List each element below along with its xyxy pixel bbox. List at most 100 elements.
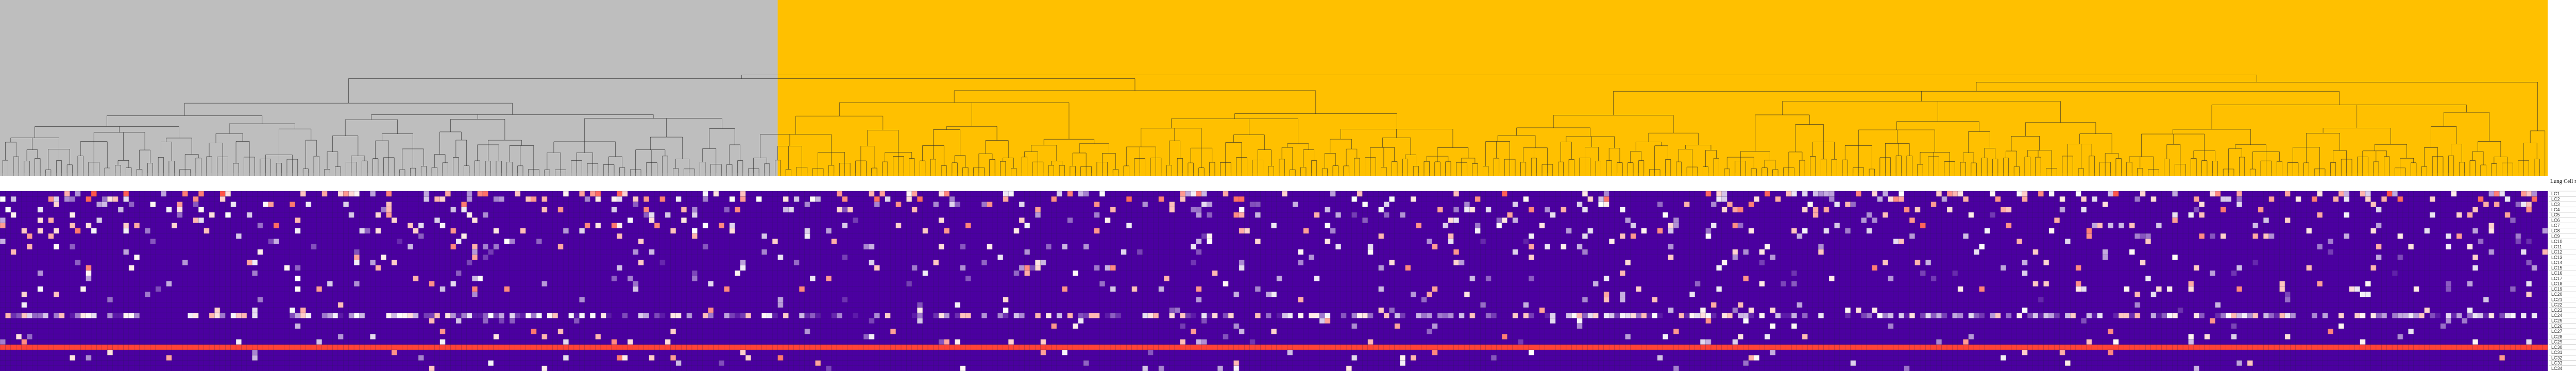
heatmap-cell xyxy=(43,313,48,318)
heatmap-cell xyxy=(1512,344,1518,350)
heatmap-cell xyxy=(118,313,124,318)
heatmap-cell xyxy=(2199,212,2205,218)
heatmap-cell xyxy=(1845,201,1851,207)
heatmap-cell xyxy=(1164,276,1170,281)
heatmap-cell xyxy=(1405,344,1411,350)
heatmap-cell xyxy=(745,344,751,350)
heatmap-cell xyxy=(2022,191,2028,197)
heatmap-cell xyxy=(2193,207,2199,213)
heatmap-cell xyxy=(2311,196,2317,202)
heatmap-cell xyxy=(499,344,504,350)
heatmap-cell xyxy=(2328,239,2333,244)
heatmap-cell xyxy=(1040,349,1046,356)
heatmap-cell xyxy=(1990,344,1996,350)
heatmap-cell xyxy=(869,318,875,324)
heatmap-cell xyxy=(2488,228,2495,234)
heatmap-cell xyxy=(1383,313,1389,318)
heatmap-cell xyxy=(1721,313,1727,318)
heatmap-cell xyxy=(1228,344,1234,350)
heatmap-cell xyxy=(1518,344,1523,350)
heatmap-cell xyxy=(831,313,837,318)
heatmap-cell xyxy=(1126,344,1132,350)
heatmap-cell xyxy=(2392,313,2398,318)
heatmap-cell xyxy=(906,196,912,202)
heatmap-cell xyxy=(370,344,376,350)
heatmap-cell xyxy=(1592,313,1599,318)
heatmap-cell xyxy=(681,344,687,350)
heatmap-cell xyxy=(2210,233,2215,239)
heatmap-cell xyxy=(2092,223,2097,229)
heatmap-cell xyxy=(1888,344,1894,350)
heatmap-cell xyxy=(922,270,928,276)
heatmap-cell xyxy=(783,196,789,202)
heatmap-cell xyxy=(702,313,708,318)
heatmap-cell xyxy=(552,344,558,350)
heatmap-cell xyxy=(724,286,730,292)
heatmap-cell xyxy=(499,313,504,318)
heatmap-cell xyxy=(2006,223,2012,229)
heatmap-cell xyxy=(2258,207,2264,213)
heatmap-cell xyxy=(300,191,306,197)
heatmap-cell xyxy=(37,344,43,350)
heatmap-cell xyxy=(1995,344,2001,350)
heatmap-cell xyxy=(1587,228,1594,234)
heatmap-cell xyxy=(2001,265,2006,271)
heatmap-cell xyxy=(2295,196,2301,202)
heatmap-cell xyxy=(2022,349,2028,356)
heatmap-cell xyxy=(413,313,419,318)
heatmap-cell xyxy=(354,249,360,255)
heatmap-cell xyxy=(1732,344,1738,350)
heatmap-cell xyxy=(1936,344,1942,350)
heatmap-cell xyxy=(1013,228,1020,234)
heatmap-cell xyxy=(2092,344,2097,350)
heatmap-cell xyxy=(354,344,360,350)
heatmap-cell xyxy=(981,260,987,265)
heatmap-cell xyxy=(1566,228,1572,234)
heatmap-cell xyxy=(1191,260,1196,265)
heatmap-cell xyxy=(2494,191,2500,197)
heatmap-cell xyxy=(1909,344,1915,350)
heatmap-cell xyxy=(128,313,134,318)
heatmap-cell xyxy=(488,313,494,318)
heatmap-cell xyxy=(1196,249,1202,255)
heatmap-cell xyxy=(2446,318,2451,324)
heatmap-cell xyxy=(1008,339,1014,345)
heatmap-cell xyxy=(166,355,172,361)
heatmap-cell xyxy=(2048,313,2055,318)
heatmap-cell xyxy=(675,196,682,202)
heatmap-cell xyxy=(1738,334,1743,340)
row-label: LC31 xyxy=(2551,350,2563,355)
heatmap-cell xyxy=(1529,255,1534,260)
heatmap-cell xyxy=(595,334,601,340)
heatmap-cell xyxy=(863,344,869,350)
heatmap-cell xyxy=(123,249,129,255)
heatmap-cell xyxy=(917,196,923,202)
heatmap-cell xyxy=(1523,196,1529,202)
heatmap-cell xyxy=(96,344,103,350)
heatmap-cell xyxy=(2156,313,2162,318)
heatmap-cell xyxy=(1142,344,1148,350)
heatmap-cell xyxy=(2344,344,2350,350)
heatmap-cell xyxy=(1577,244,1583,250)
heatmap-cell xyxy=(2038,344,2044,350)
heatmap-cell xyxy=(1807,201,1814,207)
heatmap-cell xyxy=(1378,344,1384,350)
heatmap-cell xyxy=(874,201,880,207)
heatmap-cell xyxy=(2499,355,2505,361)
heatmap-cell xyxy=(2242,344,2248,350)
heatmap-cell xyxy=(2236,360,2242,366)
heatmap-cell xyxy=(1539,223,1545,229)
heatmap-cell xyxy=(2140,344,2146,350)
heatmap-cell xyxy=(1727,201,1733,207)
heatmap-cell xyxy=(2344,196,2350,202)
heatmap-cell xyxy=(1694,281,1701,286)
heatmap-cell xyxy=(595,196,601,202)
heatmap-cell xyxy=(472,255,478,260)
heatmap-cell xyxy=(1367,313,1374,318)
heatmap-cell xyxy=(1689,292,1696,297)
heatmap-cell xyxy=(1046,344,1052,350)
heatmap-cell xyxy=(300,307,306,313)
heatmap-cell xyxy=(1271,344,1277,350)
heatmap-cell xyxy=(2258,344,2264,350)
heatmap-cell xyxy=(1051,344,1057,350)
